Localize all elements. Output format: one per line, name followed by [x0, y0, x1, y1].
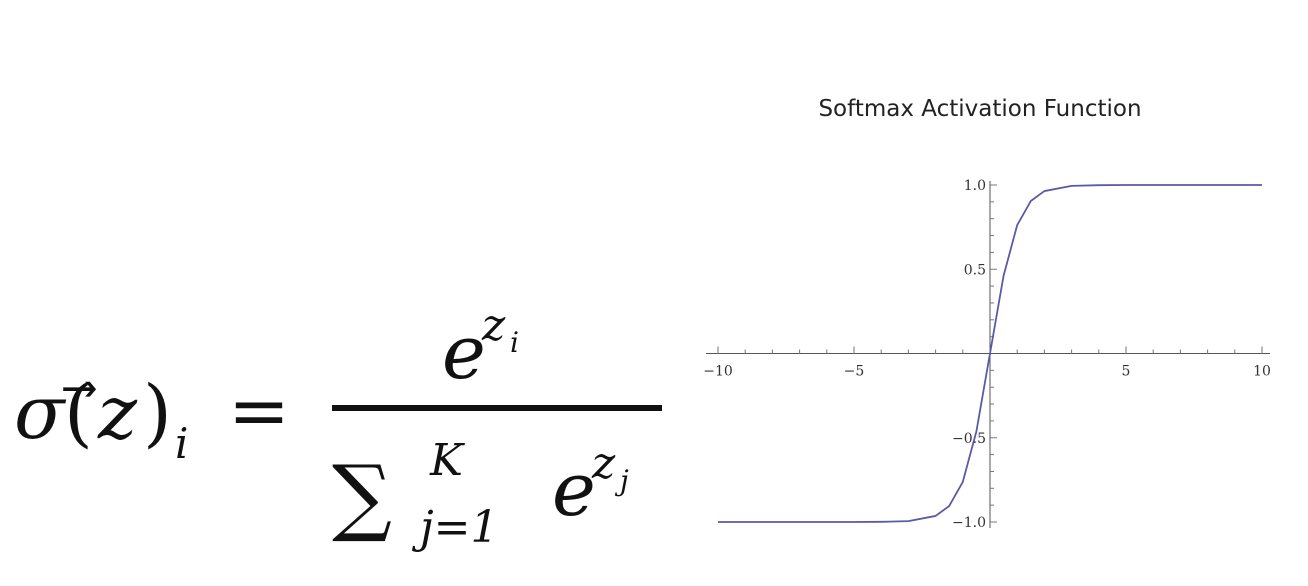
formula-subscript-i: i [175, 419, 188, 468]
softmax-plot: −10 −5 5 10 1.0 0.5 −0.5 −1.0 [703, 178, 1271, 531]
x-tick-label: −5 [844, 364, 865, 380]
formula-sigma: σ [14, 370, 67, 456]
numerator-exponent-z: z [481, 300, 506, 351]
sum-symbol: ∑ [332, 447, 392, 545]
x-tick-label: 10 [1253, 364, 1271, 380]
chart-title: Softmax Activation Function [818, 96, 1142, 122]
series-line [718, 184, 1262, 523]
denominator-exponent-z: z [591, 438, 616, 489]
x-tick-label: −10 [703, 364, 733, 380]
formula-z-vector: z [97, 370, 138, 456]
y-tick-label: 0.5 [964, 262, 986, 278]
denominator-e: e [552, 447, 596, 533]
y-tick-label: −0.5 [952, 431, 986, 447]
series [718, 184, 1262, 523]
y-tick-label: 1.0 [964, 178, 986, 194]
numerator-e: e [442, 310, 486, 396]
axes [706, 181, 1270, 528]
formula-left-paren: ( [64, 370, 93, 456]
ticks: −10 −5 5 10 1.0 0.5 −0.5 −1.0 [703, 178, 1271, 531]
numerator-exponent-subscript-i: i [510, 326, 519, 359]
formula-right-paren: ) [143, 370, 172, 456]
sum-upper-limit: K [429, 435, 465, 486]
sum-lower-limit: j=1 [411, 502, 499, 553]
x-tick-label: 5 [1122, 364, 1131, 380]
denominator-exponent-subscript-j: j [614, 464, 629, 497]
y-tick-label: −1.0 [952, 515, 986, 531]
fraction-bar [332, 405, 662, 411]
softmax-formula: σ ( z ⃗ ) i = e z i ∑ K j=1 e z j [14, 300, 662, 553]
formula-equals: = [228, 368, 290, 454]
